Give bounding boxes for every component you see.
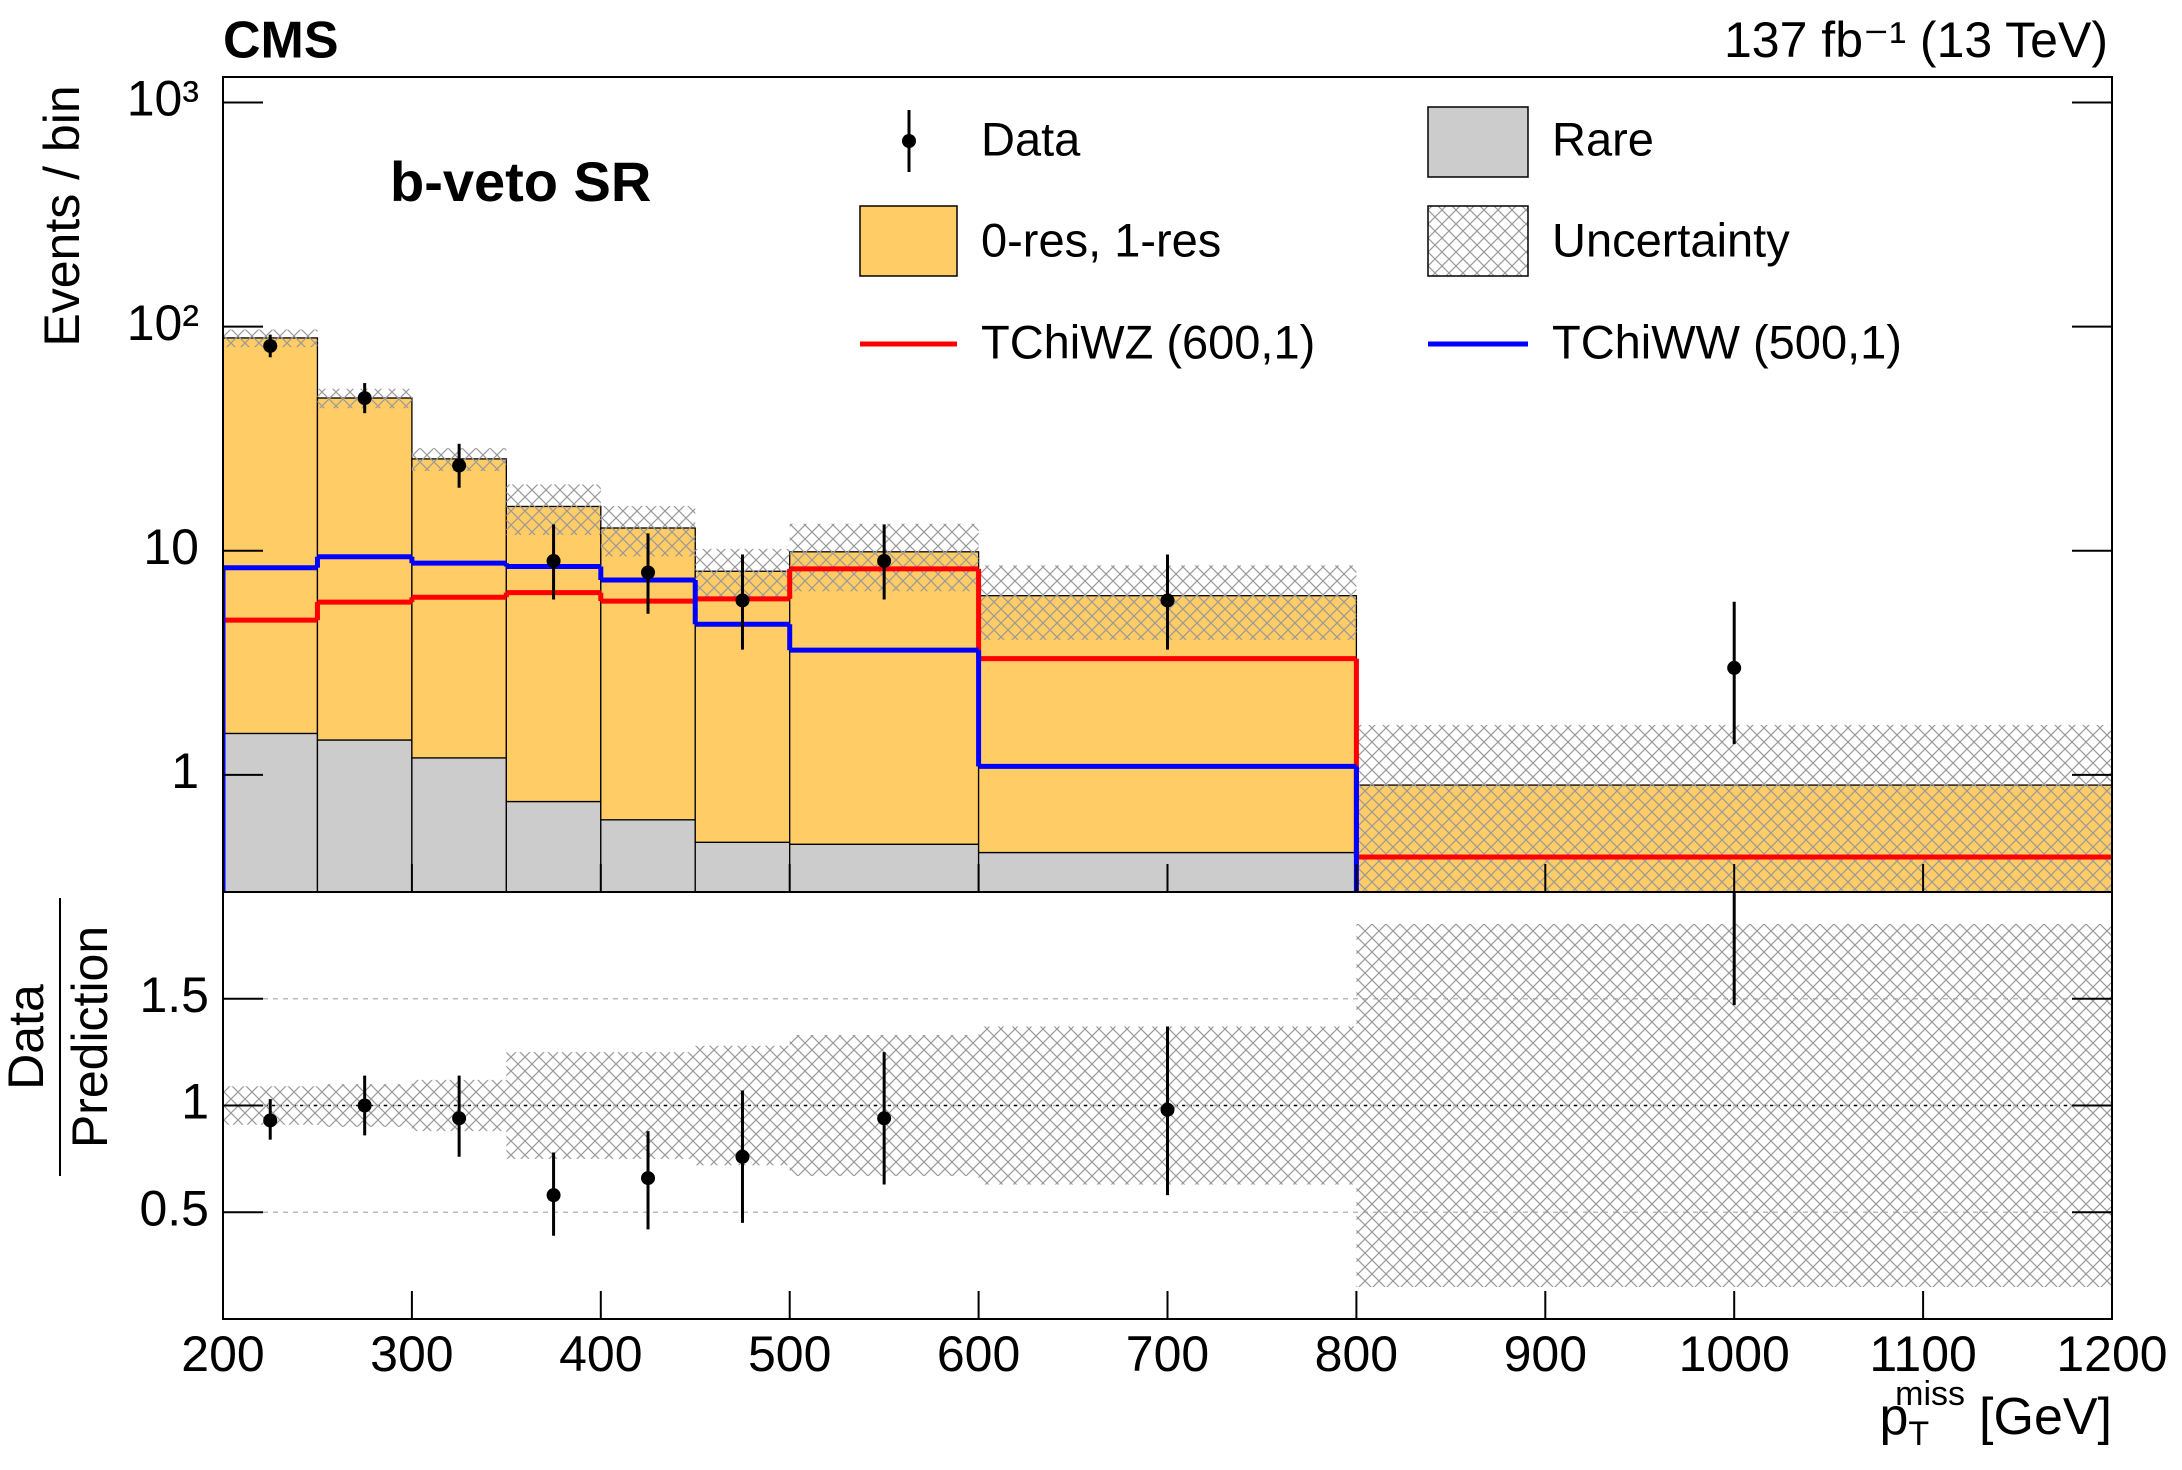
lumi-label: 137 fb⁻¹ (13 TeV) bbox=[1724, 12, 2108, 68]
x-tick-label: 1000 bbox=[1679, 1326, 1790, 1382]
data-point bbox=[452, 458, 467, 473]
ratio-point bbox=[452, 1111, 467, 1126]
legend-label: Data bbox=[981, 112, 1081, 165]
stack-bar bbox=[505, 800, 602, 892]
x-tick-label: 400 bbox=[559, 1326, 642, 1382]
stack-bar bbox=[789, 843, 980, 892]
data-point bbox=[357, 391, 372, 406]
y-tick-label: 0.5 bbox=[139, 1180, 209, 1236]
x-tick-label: 600 bbox=[937, 1326, 1020, 1382]
y-tick-label: 1.5 bbox=[139, 967, 209, 1023]
ratio-uncertainty bbox=[506, 1052, 601, 1159]
ratio-numerator: Data bbox=[0, 984, 54, 1090]
x-title-sub: T bbox=[1908, 1415, 1929, 1453]
y-tick-label: 10³ bbox=[127, 71, 199, 127]
axes: 1 10 10² 10³ 0.5 1 1.5 200 300 400 500 600 700 800 900… bbox=[127, 71, 2168, 1382]
x-title-sup: miss bbox=[1895, 1375, 1965, 1413]
legend-swatch bbox=[1427, 205, 1529, 277]
data-point bbox=[1727, 660, 1742, 675]
ratio-point bbox=[641, 1171, 656, 1186]
stack-bar bbox=[600, 819, 696, 892]
ratio-point bbox=[357, 1098, 372, 1113]
stack-bar bbox=[223, 732, 319, 892]
stack-bar bbox=[694, 841, 791, 892]
y-tick-label: 10² bbox=[127, 295, 199, 351]
y-tick-label: 1 bbox=[181, 1074, 209, 1130]
y-tick-label: 10 bbox=[143, 519, 199, 575]
legend-label: 0-res, 1-res bbox=[981, 213, 1221, 266]
x-tick-label: 500 bbox=[748, 1326, 831, 1382]
ratio-plot bbox=[223, 892, 2112, 1287]
region-label: b-veto SR bbox=[390, 150, 651, 213]
legend-label: Uncertainty bbox=[1552, 213, 1790, 266]
stack-bar bbox=[411, 757, 507, 892]
x-title-symbol: p bbox=[1879, 1388, 1908, 1446]
data-point bbox=[1160, 593, 1175, 608]
legend-marker bbox=[902, 134, 916, 148]
x-tick-label: 1100 bbox=[1869, 1326, 1977, 1382]
stack-bar bbox=[223, 337, 319, 735]
legend-label: TChiWW (500,1) bbox=[1552, 315, 1902, 368]
legend: Data Rare 0-res, 1-res Uncertainty TChiWZ (6… bbox=[859, 106, 1902, 368]
legend-label: TChiWZ (600,1) bbox=[981, 315, 1315, 368]
legend-swatch bbox=[859, 205, 958, 277]
ratio-denominator: Prediction bbox=[62, 926, 118, 1148]
x-axis-title: pTmiss [GeV] bbox=[1879, 1375, 2112, 1453]
x-tick-label: 1200 bbox=[2056, 1326, 2167, 1382]
ratio-point bbox=[263, 1113, 278, 1128]
legend-label: Rare bbox=[1552, 112, 1654, 165]
x-tick-label: 200 bbox=[181, 1326, 264, 1382]
x-tick-label: 300 bbox=[370, 1326, 453, 1382]
stack-bar bbox=[316, 397, 413, 741]
y-tick-label: 1 bbox=[171, 743, 199, 799]
data-point bbox=[641, 565, 656, 580]
cms-label: CMS bbox=[223, 12, 339, 70]
main-plot bbox=[223, 329, 2112, 892]
x-tick-label: 700 bbox=[1126, 1326, 1209, 1382]
data-point bbox=[546, 553, 561, 568]
ratio-point bbox=[546, 1188, 561, 1203]
data-point bbox=[877, 553, 892, 568]
stack-bar bbox=[411, 458, 507, 759]
ratio-point bbox=[877, 1111, 892, 1126]
x-tick-label: 900 bbox=[1504, 1326, 1587, 1382]
stack-bar bbox=[316, 739, 413, 892]
x-tick-label: 800 bbox=[1315, 1326, 1398, 1382]
data-point bbox=[263, 338, 278, 353]
ratio-point bbox=[735, 1149, 750, 1164]
y-axis-title: Events / bin bbox=[34, 85, 90, 346]
x-title-unit: [GeV] bbox=[1979, 1388, 2112, 1446]
legend-swatch bbox=[1427, 106, 1529, 178]
data-point bbox=[735, 593, 750, 608]
ratio-point bbox=[1160, 1102, 1175, 1117]
